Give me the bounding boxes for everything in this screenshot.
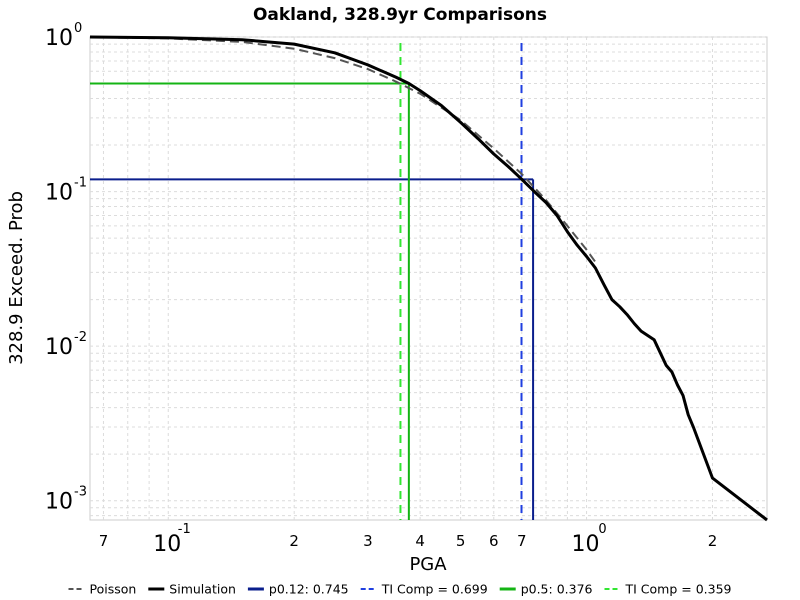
x-tick-label: 7 bbox=[99, 532, 109, 550]
y-axis-label: 328.9 Exceed. Prob bbox=[6, 191, 27, 365]
legend-item: p0.5: 0.376 bbox=[499, 582, 593, 597]
legend-item: p0.12: 0.745 bbox=[247, 582, 349, 597]
legend-item: Simulation bbox=[148, 582, 236, 597]
x-tick-exponent: 0 bbox=[598, 522, 606, 537]
legend-label: TI Comp = 0.359 bbox=[625, 582, 732, 597]
plot-area bbox=[89, 36, 768, 521]
legend: Poisson Simulation p0.12: 0.745 TI Comp = 0… bbox=[68, 582, 732, 597]
y-tick-exponent: -3 bbox=[74, 485, 87, 500]
x-tick-exponent: -1 bbox=[178, 522, 191, 537]
x-axis-label: PGA bbox=[409, 554, 447, 575]
reference-lines bbox=[90, 43, 535, 520]
legend-label: TI Comp = 0.699 bbox=[381, 582, 488, 597]
series-line-simulation bbox=[89, 35, 768, 522]
y-tick-label: 10 bbox=[45, 26, 73, 51]
y-tick-exponent: 0 bbox=[74, 21, 82, 36]
legend-label: Poisson bbox=[90, 582, 137, 597]
y-tick-label: 10 bbox=[45, 490, 73, 515]
legend-label: p0.5: 0.376 bbox=[521, 582, 593, 597]
x-tick-label: 6 bbox=[489, 532, 499, 550]
chart-title: Oakland, 328.9yr Comparisons bbox=[253, 5, 547, 25]
x-tick-label: 2 bbox=[708, 532, 718, 550]
y-tick-label: 10 bbox=[45, 181, 73, 206]
grid bbox=[90, 36, 767, 520]
x-tick-label: 4 bbox=[415, 532, 425, 550]
x-tick-label: 10 bbox=[572, 532, 600, 557]
x-tick-label: 5 bbox=[456, 532, 466, 550]
legend-item: Poisson bbox=[68, 582, 137, 597]
y-tick-exponent: -2 bbox=[74, 330, 87, 345]
x-tick-label: 10 bbox=[153, 532, 181, 557]
legend-item: TI Comp = 0.699 bbox=[360, 582, 488, 597]
y-tick-exponent: -1 bbox=[74, 176, 87, 191]
legend-label: Simulation bbox=[169, 582, 236, 597]
series-line-poisson bbox=[89, 36, 597, 263]
x-tick-label: 3 bbox=[363, 532, 373, 550]
y-tick-label: 10 bbox=[45, 335, 73, 360]
x-tick-label: 7 bbox=[517, 532, 527, 550]
legend-item: TI Comp = 0.359 bbox=[604, 582, 732, 597]
series-lines bbox=[89, 35, 768, 522]
x-tick-label: 2 bbox=[289, 532, 299, 550]
legend-label: p0.12: 0.745 bbox=[269, 582, 349, 597]
